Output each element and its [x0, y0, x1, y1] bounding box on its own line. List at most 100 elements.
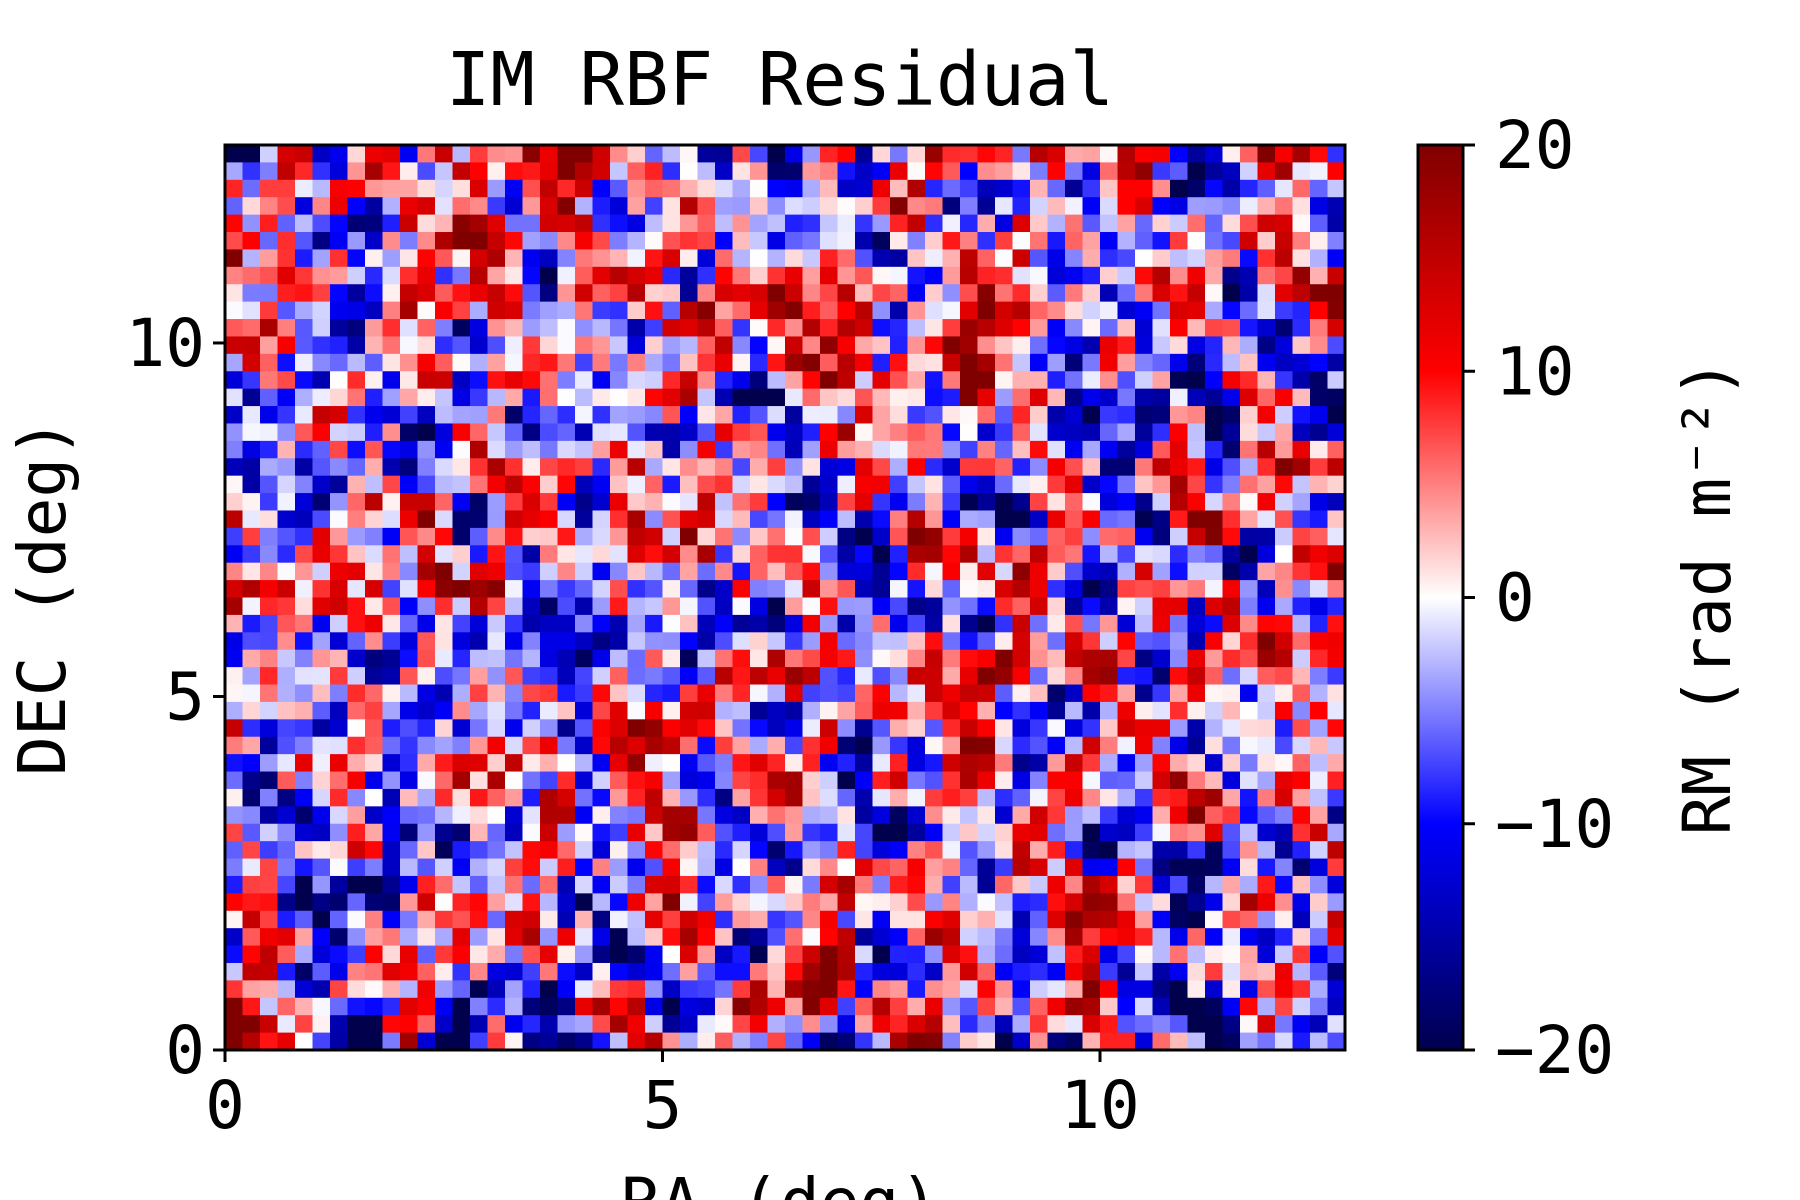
- heatmap-cell: [225, 875, 244, 894]
- heatmap-cell: [1292, 475, 1311, 494]
- heatmap-cell: [260, 945, 279, 964]
- heatmap-cell: [330, 493, 349, 512]
- heatmap-cell: [452, 928, 471, 947]
- heatmap-cell: [1240, 858, 1259, 877]
- heatmap-cell: [330, 962, 349, 981]
- heatmap-cell: [855, 823, 874, 842]
- heatmap-cell: [592, 736, 611, 755]
- heatmap-cell: [470, 493, 489, 512]
- heatmap-cell: [540, 179, 559, 198]
- heatmap-cell: [1222, 371, 1241, 390]
- heatmap-cell: [995, 997, 1014, 1016]
- heatmap-cell: [1082, 179, 1101, 198]
- heatmap-cell: [540, 145, 559, 163]
- heatmap-cell: [382, 980, 401, 999]
- heatmap-cell: [1030, 440, 1049, 459]
- heatmap-cell: [225, 301, 244, 320]
- heatmap-cell: [750, 562, 769, 581]
- heatmap-cell: [1135, 928, 1154, 947]
- heatmap-cell: [470, 841, 489, 860]
- heatmap-cell: [925, 493, 944, 512]
- heatmap-cell: [1222, 997, 1241, 1016]
- heatmap-cell: [820, 632, 839, 651]
- heatmap-cell: [960, 910, 979, 929]
- heatmap-cell: [837, 197, 856, 216]
- heatmap-cell: [837, 162, 856, 181]
- heatmap-cell: [680, 823, 699, 842]
- heatmap-cell: [907, 684, 926, 703]
- heatmap-cell: [417, 301, 436, 320]
- heatmap-cell: [662, 997, 681, 1016]
- heatmap-cell: [365, 493, 384, 512]
- heatmap-cell: [452, 649, 471, 668]
- heatmap-cell: [1292, 319, 1311, 338]
- heatmap-cell: [1030, 614, 1049, 633]
- heatmap-cell: [1310, 162, 1329, 181]
- heatmap-cell: [1240, 962, 1259, 981]
- heatmap-cell: [452, 266, 471, 285]
- heatmap-cell: [680, 684, 699, 703]
- heatmap-cell: [1240, 493, 1259, 512]
- heatmap-cell: [1065, 701, 1084, 720]
- heatmap-cell: [960, 667, 979, 686]
- heatmap-cell: [1135, 1032, 1154, 1051]
- heatmap-cell: [225, 527, 244, 546]
- heatmap-cell: [1222, 266, 1241, 285]
- heatmap-cell: [645, 162, 664, 181]
- heatmap-cell: [400, 823, 419, 842]
- colorbar-gradient: [1416, 143, 1465, 1052]
- heatmap-cell: [1170, 493, 1189, 512]
- heatmap-cell: [1275, 945, 1294, 964]
- heatmap-cell: [452, 493, 471, 512]
- heatmap-cell: [260, 562, 279, 581]
- heatmap-cell: [575, 597, 594, 616]
- heatmap-cell: [1082, 684, 1101, 703]
- heatmap-cell: [1065, 841, 1084, 860]
- heatmap-cell: [1240, 440, 1259, 459]
- heatmap-cell: [995, 667, 1014, 686]
- heatmap-cell: [1292, 580, 1311, 599]
- heatmap-cell: [312, 736, 331, 755]
- heatmap-cell: [382, 458, 401, 477]
- heatmap-cell: [942, 597, 961, 616]
- heatmap-cell: [785, 319, 804, 338]
- heatmap-cell: [1135, 388, 1154, 407]
- heatmap-cell: [627, 945, 646, 964]
- heatmap-cell: [715, 284, 734, 303]
- heatmap-cell: [1205, 962, 1224, 981]
- heatmap-cell: [330, 510, 349, 529]
- heatmap-cell: [312, 1032, 331, 1051]
- heatmap-cell: [855, 232, 874, 251]
- heatmap-cell: [1257, 458, 1276, 477]
- heatmap-cell: [505, 858, 524, 877]
- heatmap-cell: [802, 284, 821, 303]
- heatmap-cell: [277, 649, 296, 668]
- heatmap-cell: [277, 997, 296, 1016]
- heatmap-cell: [907, 214, 926, 233]
- heatmap-cell: [592, 858, 611, 877]
- heatmap-cell: [557, 301, 576, 320]
- heatmap-cell: [837, 754, 856, 773]
- heatmap-cell: [470, 928, 489, 947]
- heatmap-cell: [925, 388, 944, 407]
- colorbar-tick-label: −10: [1495, 786, 1614, 863]
- heatmap-cell: [715, 823, 734, 842]
- heatmap-cell: [575, 893, 594, 912]
- heatmap-cell: [785, 910, 804, 929]
- heatmap-cell: [1012, 597, 1031, 616]
- heatmap-cell: [907, 388, 926, 407]
- heatmap-cell: [995, 232, 1014, 251]
- heatmap-cell: [487, 962, 506, 981]
- heatmap-cell: [522, 806, 541, 825]
- heatmap-cell: [627, 580, 646, 599]
- heatmap-cell: [960, 406, 979, 425]
- heatmap-cell: [1082, 823, 1101, 842]
- heatmap-cell: [400, 841, 419, 860]
- heatmap-cell: [557, 214, 576, 233]
- heatmap-cell: [1047, 388, 1066, 407]
- heatmap-cell: [365, 632, 384, 651]
- heatmap-cell: [750, 736, 769, 755]
- heatmap-cell: [1082, 632, 1101, 651]
- heatmap-cell: [785, 928, 804, 947]
- heatmap-cell: [592, 301, 611, 320]
